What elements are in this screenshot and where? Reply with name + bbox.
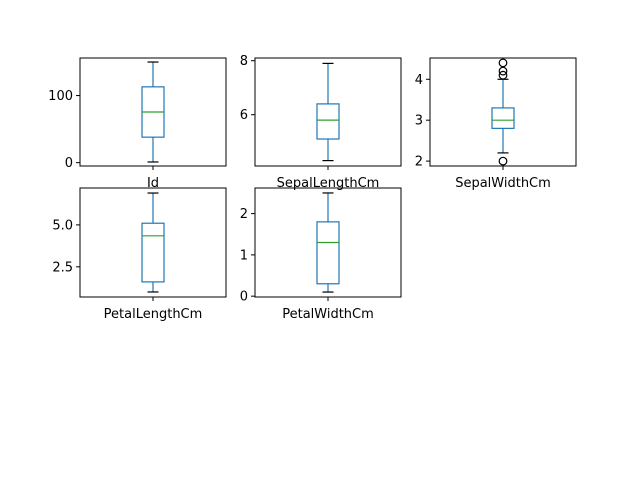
x-tick-label: Id: [147, 176, 159, 191]
y-tick-label: 0: [65, 156, 73, 171]
subplot-2: 6 8 SepalLengthCm: [240, 54, 402, 191]
y-tick-label: 2.5: [52, 260, 73, 275]
outlier-point: [498, 156, 508, 166]
outlier-point: [498, 66, 508, 76]
y-tick-label: 2: [415, 155, 423, 170]
y-tick-label: 2: [240, 207, 248, 222]
iqr-box: [491, 107, 515, 129]
y-tick-label: 8: [240, 54, 248, 69]
outlier-point: [498, 70, 508, 80]
y-tick-label: 5.0: [52, 218, 73, 233]
y-tick-label: 1: [240, 248, 248, 263]
subplot-4: 2.5 5.0 PetalLengthCm: [52, 187, 227, 322]
iqr-box: [316, 103, 340, 140]
x-tick-label: SepalWidthCm: [455, 176, 551, 191]
y-tick-label: 6: [240, 108, 248, 123]
x-tick-label: PetalWidthCm: [282, 307, 374, 322]
iqr-box: [316, 221, 340, 285]
y-tick-label: 3: [415, 114, 423, 129]
x-tick-label: PetalLengthCm: [104, 307, 203, 322]
iqr-box: [141, 222, 165, 283]
subplot-1: 0 100 Id: [48, 57, 227, 191]
y-tick-label: 4: [415, 73, 423, 88]
y-tick-label: 100: [48, 89, 73, 104]
subplot-3: 2 3 4 SepalWidthCm: [415, 57, 577, 191]
y-tick-label: 0: [240, 290, 248, 305]
outlier-point: [498, 58, 508, 68]
x-tick-label: SepalLengthCm: [277, 176, 380, 191]
subplot-5: 0 1 2 PetalWidthCm: [240, 187, 402, 322]
